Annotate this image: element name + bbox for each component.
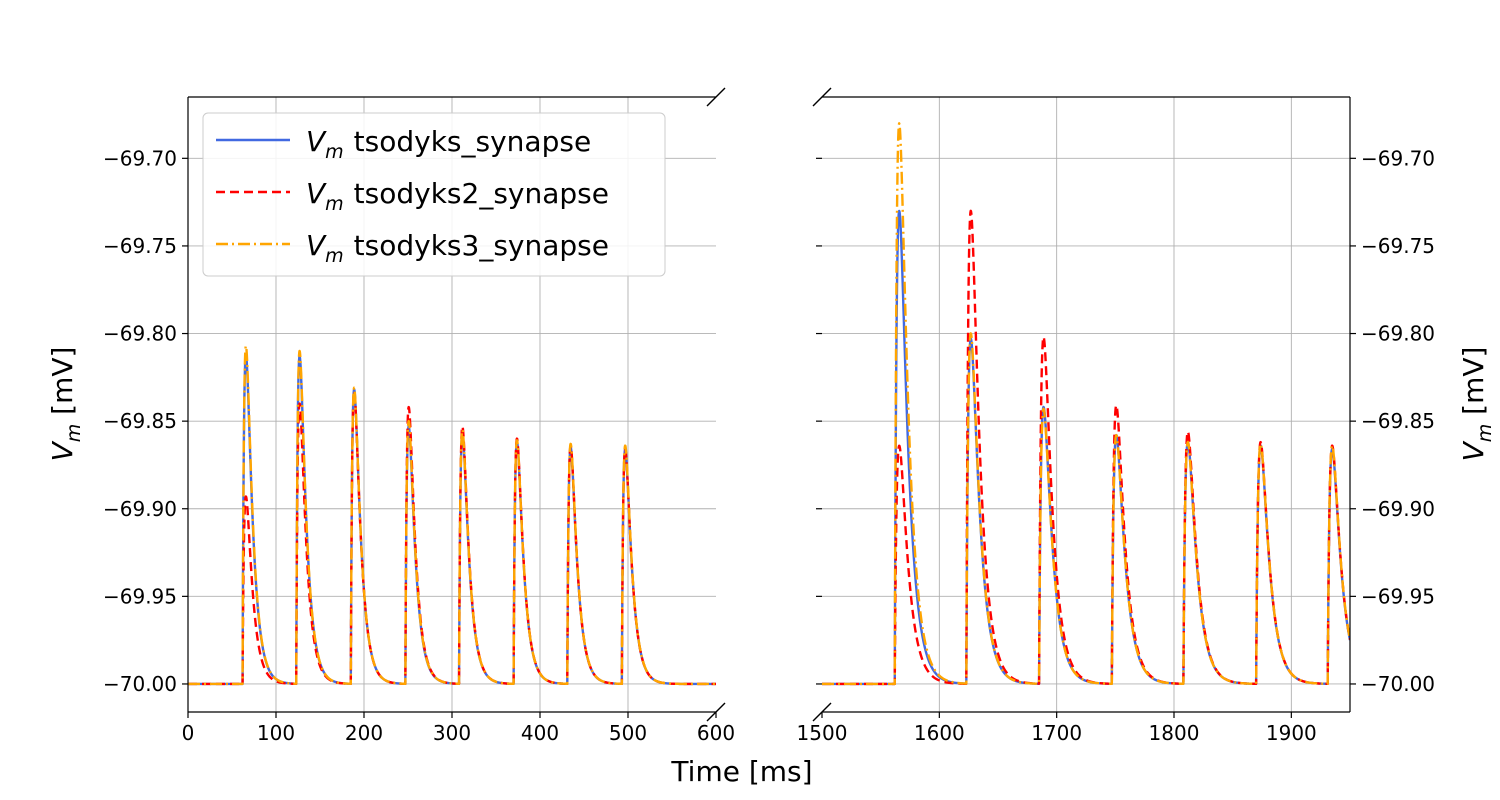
left-x-tick-label-300: 300 [433,721,471,745]
left-y-tick-label-0: −70.00 [103,672,177,696]
left-y-tick-label-2: −69.90 [103,497,177,521]
right-y-tick-label-1: −69.95 [1361,584,1435,608]
y-axis-label-left: Vm [mV] [46,347,85,462]
y-axis-label-left-sub: m [63,424,85,443]
axis-break-marks [706,87,832,722]
right-series-tsodyks-synapse [822,209,1350,686]
legend-label-tsodyks-synapse: Vm tsodyks_synapse [306,125,591,163]
right-frame [822,96,1351,713]
right-y-tick-label-6: −69.70 [1361,146,1435,170]
y-axis-label-right: Vm [mV] [1457,347,1496,462]
legend-label-tsodyks3-synapse: Vm tsodyks3_synapse [306,229,609,267]
left-x-tick-label-0: 0 [182,721,195,745]
legend-1-name: tsodyks2_synapse [354,177,609,210]
legend-1-v: V [306,177,327,210]
right-series-group [822,122,1350,686]
right-x-tick-label-1600: 1600 [914,721,965,745]
right-y-tick-label-5: −69.75 [1361,234,1435,258]
left-series-tsodyks3-synapse [188,344,716,686]
left-x-tick-label-200: 200 [345,721,383,745]
right-series-tsodyks3-synapse [822,122,1350,686]
break-mark-left-top [706,87,726,107]
left-series-group [188,344,716,686]
right-x-tick-label-1900: 1900 [1266,721,1317,745]
x-axis-label: Time [ms] [670,755,812,788]
right-y-tick-label-4: −69.80 [1361,322,1435,346]
legend-2-v: V [306,229,327,262]
left-y-tick-label-5: −69.75 [103,234,177,258]
left-lines [188,344,716,686]
break-mark-left-bottom [706,702,726,722]
y-axis-label-left-unit: [mV] [46,347,79,424]
left-x-tick-label-400: 400 [521,721,559,745]
y-axis-label-right-unit: [mV] [1457,347,1490,424]
legend-1-sub: m [325,193,344,215]
legend: Vm tsodyks_synapse Vm tsodyks2_synapse Vm t… [202,112,666,277]
break-mark-right-top [812,87,832,107]
left-y-tick-label-1: −69.95 [103,584,177,608]
left-x-tick-label-600: 600 [697,721,735,745]
legend-2-sub: m [325,245,344,267]
right-ticks: 1500 1600 1700 1800 1900 −70.00 −69.95 −69.90 −6… [797,146,1435,745]
right-x-tick-label-1700: 1700 [1031,721,1082,745]
legend-2-name: tsodyks3_synapse [354,229,609,262]
legend-box [202,112,666,277]
right-grid [822,97,1350,712]
y-axis-label-right-sub: m [1474,424,1496,443]
legend-label-tsodyks2-synapse: Vm tsodyks2_synapse [306,177,609,215]
legend-0-v: V [306,125,327,158]
legend-0-sub: m [325,141,344,163]
right-lines [822,122,1350,686]
left-x-tick-label-500: 500 [609,721,647,745]
legend-0-name: tsodyks_synapse [354,125,592,158]
left-y-tick-label-6: −69.70 [103,146,177,170]
right-y-tick-label-2: −69.90 [1361,497,1435,521]
right-y-tick-label-3: −69.85 [1361,409,1435,433]
right-y-tick-label-0: −70.00 [1361,672,1435,696]
break-mark-right-bottom [812,702,832,722]
left-ticks: 0 100 200 300 400 500 600 −70.00 −69.95 −69.90 −69… [103,146,735,745]
left-y-tick-label-4: −69.80 [103,322,177,346]
right-series-tsodyks2-synapse [822,209,1350,686]
right-x-tick-label-1500: 1500 [797,721,848,745]
y-axis-label-right-v: V [1457,440,1490,461]
left-y-tick-label-3: −69.85 [103,409,177,433]
left-x-tick-label-100: 100 [257,721,295,745]
right-panel: 1500 1600 1700 1800 1900 −70.00 −69.95 −69.90 −6… [797,96,1435,745]
right-x-tick-label-1800: 1800 [1149,721,1200,745]
y-axis-label-left-v: V [46,440,79,461]
